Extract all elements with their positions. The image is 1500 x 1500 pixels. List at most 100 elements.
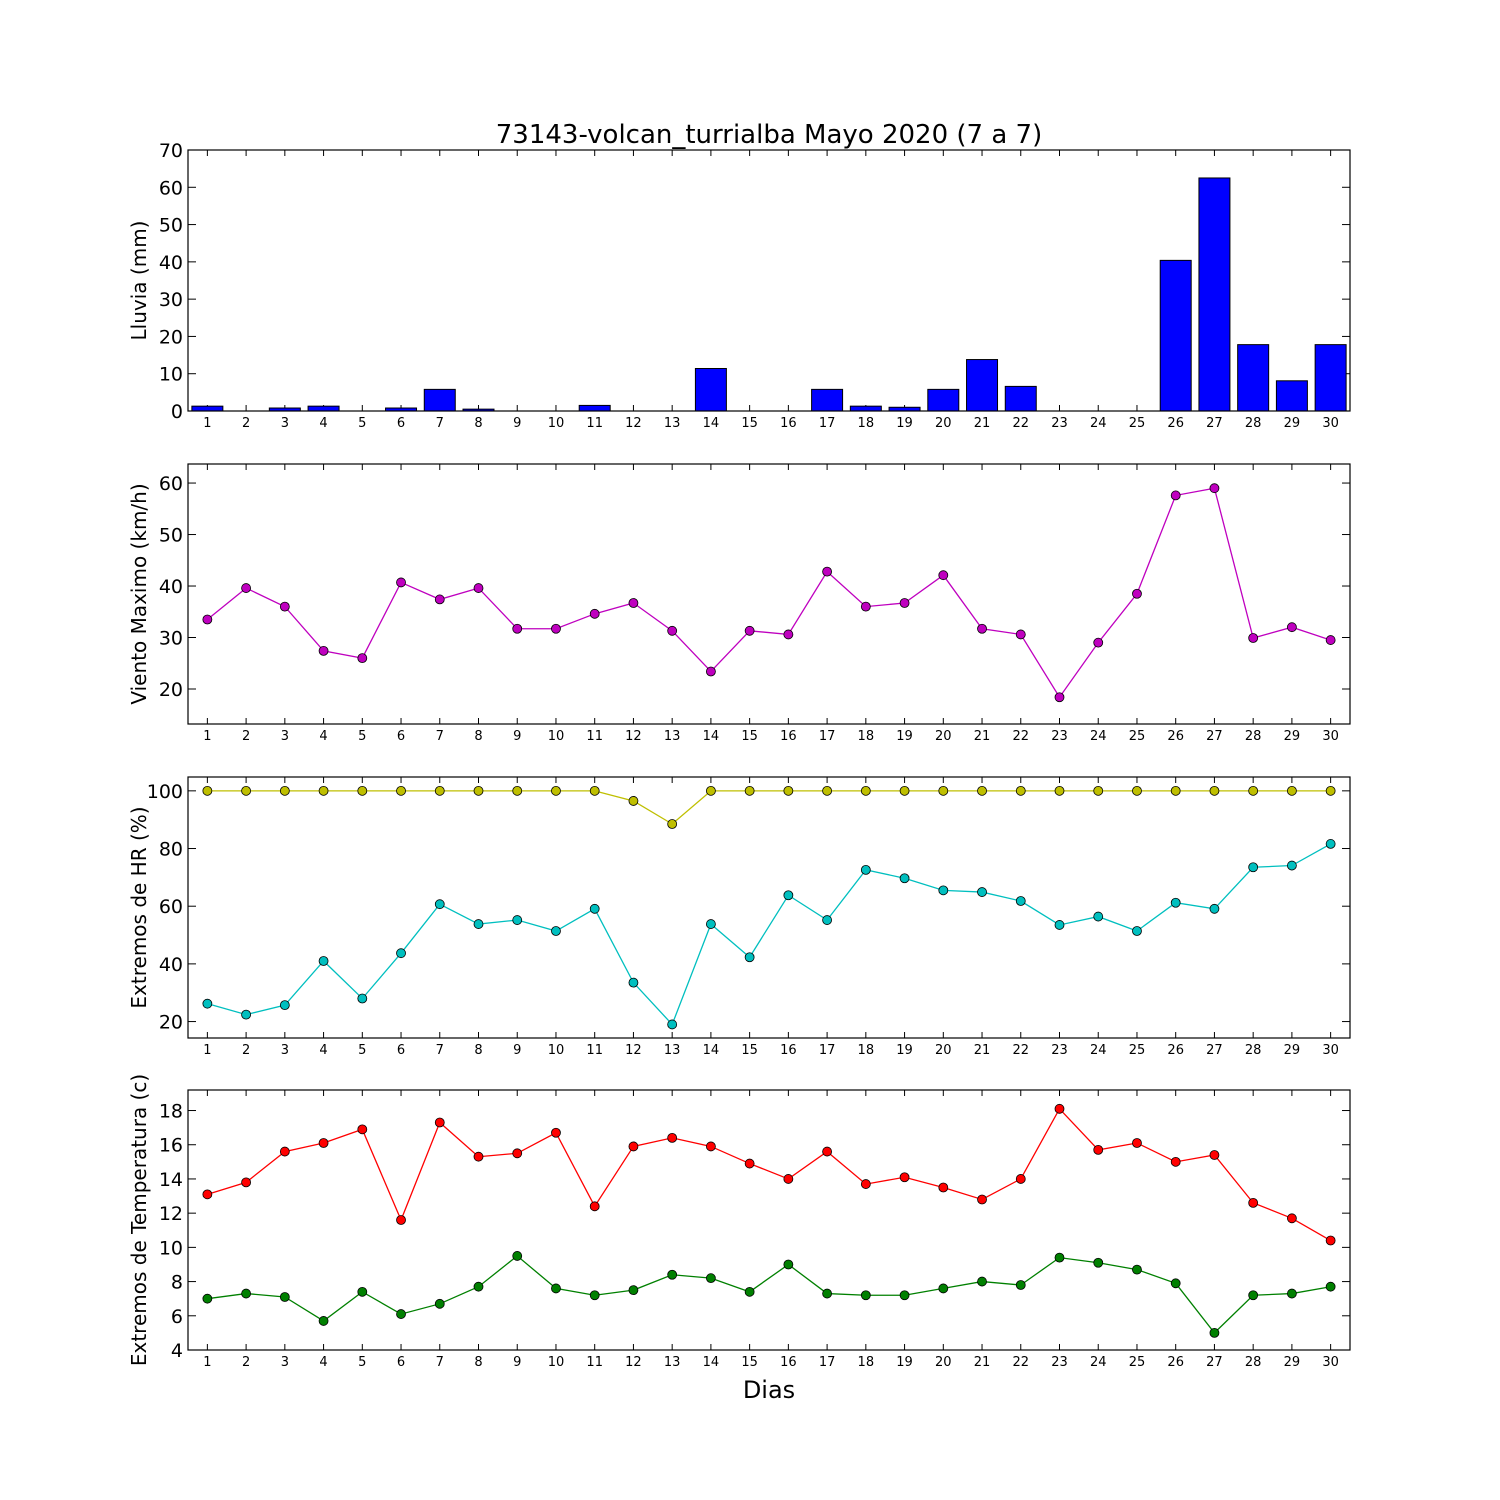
point-temperatura-1-18 [860, 1290, 871, 1301]
point-hr-0-13 [667, 819, 678, 829]
point-hr-0-7 [434, 785, 445, 796]
x-tick-label: 3 [281, 729, 289, 744]
x-tick-label: 11 [586, 416, 603, 431]
x-tick-label: 11 [586, 729, 603, 744]
y-tick-label: 40 [159, 252, 183, 274]
point-temperatura-1-10 [551, 1283, 561, 1294]
x-tick-label: 4 [319, 1043, 327, 1058]
point-temperatura-1-13 [667, 1269, 678, 1280]
point-viento-0-27 [1209, 483, 1220, 494]
x-tick-label: 19 [896, 729, 913, 744]
point-temperatura-0-13 [667, 1132, 678, 1143]
point-temperatura-0-27 [1209, 1150, 1220, 1160]
x-tick-label: 20 [935, 1043, 952, 1058]
point-viento-0-15 [744, 625, 755, 636]
y-tick-label: 18 [159, 1101, 183, 1123]
x-tick-label: 15 [741, 1043, 758, 1058]
point-hr-1-2 [241, 1009, 252, 1020]
x-tick-label: 24 [1090, 416, 1107, 431]
x-tick-label: 22 [1012, 1043, 1029, 1058]
x-tick-label: 27 [1206, 729, 1223, 744]
point-hr-0-29 [1287, 785, 1297, 796]
point-temperatura-0-20 [938, 1182, 949, 1193]
point-temperatura-0-2 [241, 1177, 252, 1188]
x-tick-label: 29 [1284, 1355, 1301, 1370]
x-tick-label: 1 [203, 416, 211, 431]
point-temperatura-1-6 [396, 1309, 406, 1319]
point-temperatura-0-3 [279, 1146, 290, 1157]
point-temperatura-0-5 [357, 1124, 368, 1135]
point-hr-1-28 [1248, 862, 1259, 873]
x-tick-label: 21 [974, 729, 991, 744]
point-temperatura-0-17 [822, 1146, 832, 1157]
point-hr-0-3 [279, 785, 290, 796]
bar-17 [811, 388, 844, 412]
x-tick-label: 12 [625, 1355, 642, 1370]
x-tick-label: 21 [974, 1043, 991, 1058]
x-tick-label: 26 [1167, 416, 1184, 431]
x-tick-label: 13 [664, 416, 681, 431]
point-hr-1-18 [860, 864, 871, 875]
y-tick-label: 10 [159, 364, 183, 386]
x-tick-label: 7 [436, 729, 444, 744]
point-temperatura-0-4 [318, 1138, 329, 1148]
point-viento-0-4 [318, 645, 329, 656]
point-viento-0-18 [860, 601, 871, 612]
point-hr-0-18 [860, 785, 871, 796]
point-hr-1-14 [706, 919, 716, 929]
y-tick-label: 20 [159, 1012, 183, 1034]
x-tick-label: 3 [281, 1043, 289, 1058]
y-tick-label: 12 [159, 1203, 183, 1225]
point-viento-0-19 [899, 598, 910, 608]
point-temperatura-0-30 [1325, 1235, 1336, 1246]
point-temperatura-1-3 [279, 1292, 290, 1302]
x-tick-label: 22 [1012, 729, 1029, 744]
bar-4 [307, 405, 340, 412]
point-hr-1-24 [1093, 911, 1104, 922]
x-tick-label: 6 [397, 1355, 405, 1370]
point-hr-0-10 [551, 785, 561, 796]
x-tick-label: 28 [1245, 416, 1262, 431]
point-viento-0-21 [977, 623, 987, 634]
x-tick-label: 9 [513, 416, 521, 431]
x-tick-label: 27 [1206, 1355, 1223, 1370]
x-tick-label: 29 [1284, 729, 1301, 744]
y-tick-label: 60 [159, 473, 183, 495]
x-tick-label: 8 [474, 1355, 482, 1370]
y-tick-label: 20 [159, 679, 183, 701]
x-tick-label: 4 [319, 1355, 327, 1370]
plot-frame-lluvia [187, 149, 1351, 412]
x-tick-label: 17 [819, 1355, 836, 1370]
x-tick-label: 7 [436, 416, 444, 431]
point-hr-0-24 [1093, 785, 1104, 796]
x-tick-label: 6 [397, 1043, 405, 1058]
x-tick-label: 8 [474, 729, 482, 744]
point-temperatura-1-1 [202, 1293, 213, 1304]
x-tick-label: 18 [858, 729, 875, 744]
x-tick-label: 8 [474, 416, 482, 431]
x-tick-label: 3 [281, 1355, 289, 1370]
point-hr-0-30 [1325, 785, 1336, 796]
point-hr-0-28 [1248, 785, 1259, 796]
x-tick-label: 30 [1322, 416, 1339, 431]
x-tick-label: 21 [974, 416, 991, 431]
x-tick-label: 25 [1129, 1355, 1146, 1370]
x-tick-label: 19 [896, 416, 913, 431]
x-tick-label: 7 [436, 1043, 444, 1058]
point-hr-1-27 [1209, 903, 1220, 914]
x-tick-label: 14 [703, 729, 720, 744]
point-hr-1-9 [512, 915, 523, 925]
point-temperatura-0-19 [899, 1172, 910, 1183]
x-tick-label: 5 [358, 416, 366, 431]
x-tick-label: 25 [1129, 416, 1146, 431]
y-tick-label: 100 [147, 781, 183, 803]
point-temperatura-1-7 [434, 1298, 445, 1309]
point-temperatura-1-28 [1248, 1290, 1259, 1301]
point-hr-0-16 [783, 785, 794, 796]
x-tick-label: 27 [1206, 1043, 1223, 1058]
point-hr-1-3 [279, 1000, 290, 1011]
x-tick-label: 2 [242, 1355, 250, 1370]
plot-frame-temperatura [187, 1089, 1351, 1351]
